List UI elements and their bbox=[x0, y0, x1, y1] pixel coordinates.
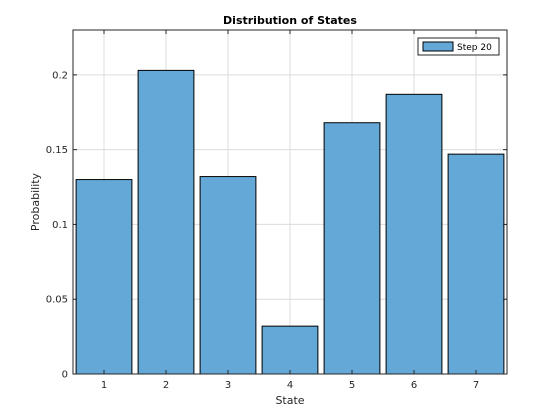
bar bbox=[75, 179, 133, 375]
y-tick-label: 0.2 bbox=[52, 70, 68, 81]
bar bbox=[447, 153, 505, 375]
y-axis-label: Probability bbox=[29, 172, 42, 231]
bar bbox=[137, 69, 195, 375]
x-tick-label: 2 bbox=[163, 380, 169, 391]
x-tick-label: 1 bbox=[101, 380, 107, 391]
legend-swatch bbox=[422, 41, 454, 52]
x-tick-label: 7 bbox=[473, 380, 479, 391]
bar-layer bbox=[75, 69, 505, 375]
y-tick-label: 0.05 bbox=[46, 295, 68, 306]
y-tick-label: 0.1 bbox=[52, 220, 68, 231]
legend-label: Step 20 bbox=[457, 43, 492, 53]
bar bbox=[385, 93, 443, 375]
x-tick-label: 6 bbox=[411, 380, 417, 391]
y-tick-label: 0.15 bbox=[46, 145, 68, 156]
legend: Step 20 bbox=[417, 37, 500, 56]
chart-title: Distribution of States bbox=[223, 14, 357, 27]
x-tick-label: 4 bbox=[287, 380, 293, 391]
bar bbox=[323, 122, 381, 375]
bar bbox=[199, 176, 257, 375]
x-tick-label: 5 bbox=[349, 380, 355, 391]
x-axis-label: State bbox=[275, 394, 304, 407]
y-tick-label: 0 bbox=[62, 370, 68, 381]
bar bbox=[261, 325, 319, 375]
tick-layer: 1 2 3 4 5 6 7 0 0.05 0.1 0.15 0.2 bbox=[46, 30, 507, 391]
x-tick-label: 3 bbox=[225, 380, 231, 391]
